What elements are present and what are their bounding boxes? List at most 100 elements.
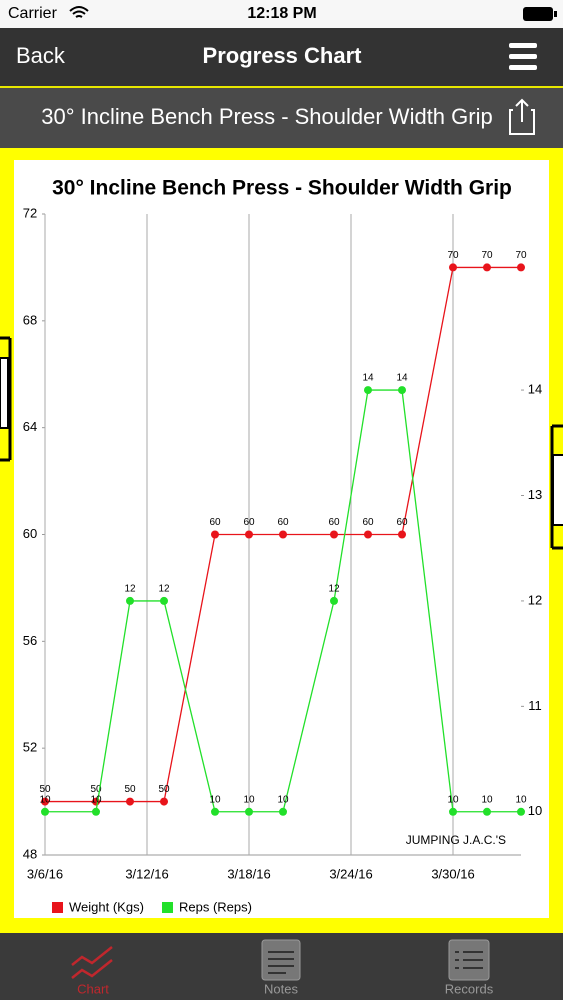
data-label: 12 [124,584,136,595]
share-icon [509,98,535,135]
data-point [330,530,338,539]
data-label: 10 [481,794,493,805]
data-label: 50 [90,784,102,795]
data-point [245,530,253,539]
back-button[interactable]: Back [16,43,66,68]
legend-label: Reps (Reps) [179,899,252,914]
wifi-icon [69,6,89,18]
data-point [398,530,406,539]
data-point [330,596,338,605]
chart-title: 30° Incline Bench Press - Shoulder Width… [52,177,512,200]
data-point [449,807,457,816]
data-point [398,386,406,395]
side-handle [0,357,9,429]
data-label: 14 [362,373,374,384]
data-label: 10 [209,794,221,805]
y2-tick-label: 10 [528,803,542,818]
data-label: 12 [328,584,340,595]
menu-bar [509,65,537,70]
data-label: 50 [39,784,51,795]
y2-tick-label: 12 [528,592,542,607]
menu-button[interactable] [509,43,537,70]
data-point [160,797,168,806]
time: 12:18 PM [247,5,316,22]
data-label: 60 [328,517,340,528]
exercise-bar [0,88,563,148]
nav-bar [0,28,563,88]
nav-title: Progress Chart [203,43,363,68]
y2-tick-label: 11 [528,698,542,713]
data-label: 60 [277,517,289,528]
data-label: 14 [396,373,408,384]
side-handle [0,336,12,462]
watermark: JUMPING J.A.C.'S [406,833,506,847]
x-tick-label: 3/24/16 [329,866,372,881]
data-label: 10 [243,794,255,805]
nav-border [0,86,563,88]
legend-swatch [162,902,173,913]
y-tick-label: 56 [23,633,37,648]
y-tick-label: 60 [23,526,37,541]
y-tick-label: 48 [23,846,37,861]
data-point [41,807,49,816]
records-tab[interactable]: Records [445,939,494,996]
x-tick-label: 3/30/16 [431,866,474,881]
tab-label: Notes [264,981,298,996]
y-tick-label: 68 [23,312,37,327]
side-handle [552,454,563,526]
menu-bar [509,43,537,48]
data-label: 70 [515,250,527,261]
data-label: 60 [209,517,221,528]
battery-tip [554,11,557,17]
data-point [279,807,287,816]
legend-swatch [52,902,63,913]
data-point [364,386,372,395]
data-point [126,797,134,806]
notes-tab[interactable]: Notes [261,939,301,996]
data-point [211,807,219,816]
battery [523,7,553,21]
status-bar [0,0,563,28]
data-label: 70 [481,250,493,261]
data-label: 60 [362,517,374,528]
data-point [517,263,525,272]
share-button[interactable] [509,98,535,135]
y-tick-label: 64 [23,419,37,434]
data-point [449,263,457,272]
menu-bar [509,54,537,59]
data-point [160,596,168,605]
chart-tab[interactable]: Chart [71,946,113,996]
legend-label: Weight (Kgs) [69,899,144,914]
x-tick-label: 3/12/16 [125,866,168,881]
exercise-title: 30° Incline Bench Press - Shoulder Width… [41,104,492,129]
y2-tick-label: 14 [528,382,542,397]
data-point [41,797,49,806]
notes-lines [268,951,294,974]
x-tick-label: 3/18/16 [227,866,270,881]
chart-card [14,160,549,918]
carrier: Carrier [8,5,58,22]
data-label: 60 [243,517,255,528]
data-label: 12 [158,584,170,595]
data-point [211,530,219,539]
records-lines [455,951,483,969]
data-point [92,807,100,816]
y-tick-label: 52 [23,740,37,755]
data-label: 10 [447,794,459,805]
data-point [279,530,287,539]
data-label: 10 [90,794,102,805]
y2-tick-label: 13 [528,487,542,502]
data-label: 10 [515,794,527,805]
y-tick-label: 72 [23,205,37,220]
data-point [483,263,491,272]
data-label: 50 [158,784,170,795]
data-point [126,596,134,605]
data-point [245,807,253,816]
x-tick-label: 3/6/16 [27,866,63,881]
data-label: 10 [39,794,51,805]
plot: 48 52 56 60 64 68 72 10 11 12 13 14 3/6/16 3/12/16 3/1… [23,205,542,914]
chart-tab-icon [71,946,113,979]
tab-label: Chart [77,981,109,996]
